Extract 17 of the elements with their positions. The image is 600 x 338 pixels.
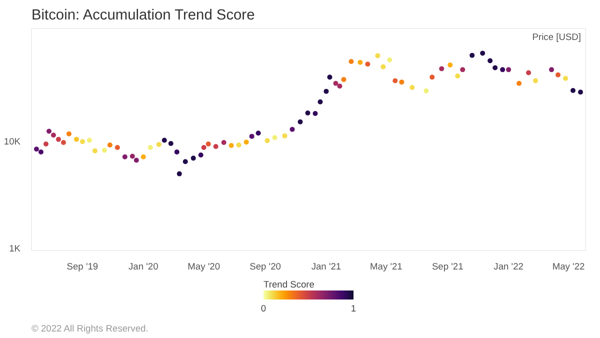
chart-title: Bitcoin: Accumulation Trend Score xyxy=(32,8,255,24)
x-tick-label: Jan '21 xyxy=(311,262,342,272)
color-bar-label: 0 xyxy=(260,304,266,314)
x-tick-label: May '21 xyxy=(370,262,402,272)
x-tick-label: Sep '19 xyxy=(66,262,98,272)
color-bar-title: Trend Score xyxy=(264,280,314,290)
x-tick-label: May '20 xyxy=(188,262,220,272)
x-tick-label: Jan '22 xyxy=(494,262,524,272)
color-bar-label: 1 xyxy=(350,304,356,314)
y-tick-label: 10K xyxy=(4,136,22,147)
text: © 2022 All Rights Reserved. xyxy=(32,324,148,334)
text: Price [USD] xyxy=(532,32,581,42)
x-tick-label: Sep '21 xyxy=(432,262,464,272)
x-tick-label: May '22 xyxy=(552,262,585,272)
x-tick-label: Jan '20 xyxy=(128,262,158,272)
y-tick-label: 1K xyxy=(9,244,22,254)
x-tick-label: Sep '20 xyxy=(250,262,281,272)
